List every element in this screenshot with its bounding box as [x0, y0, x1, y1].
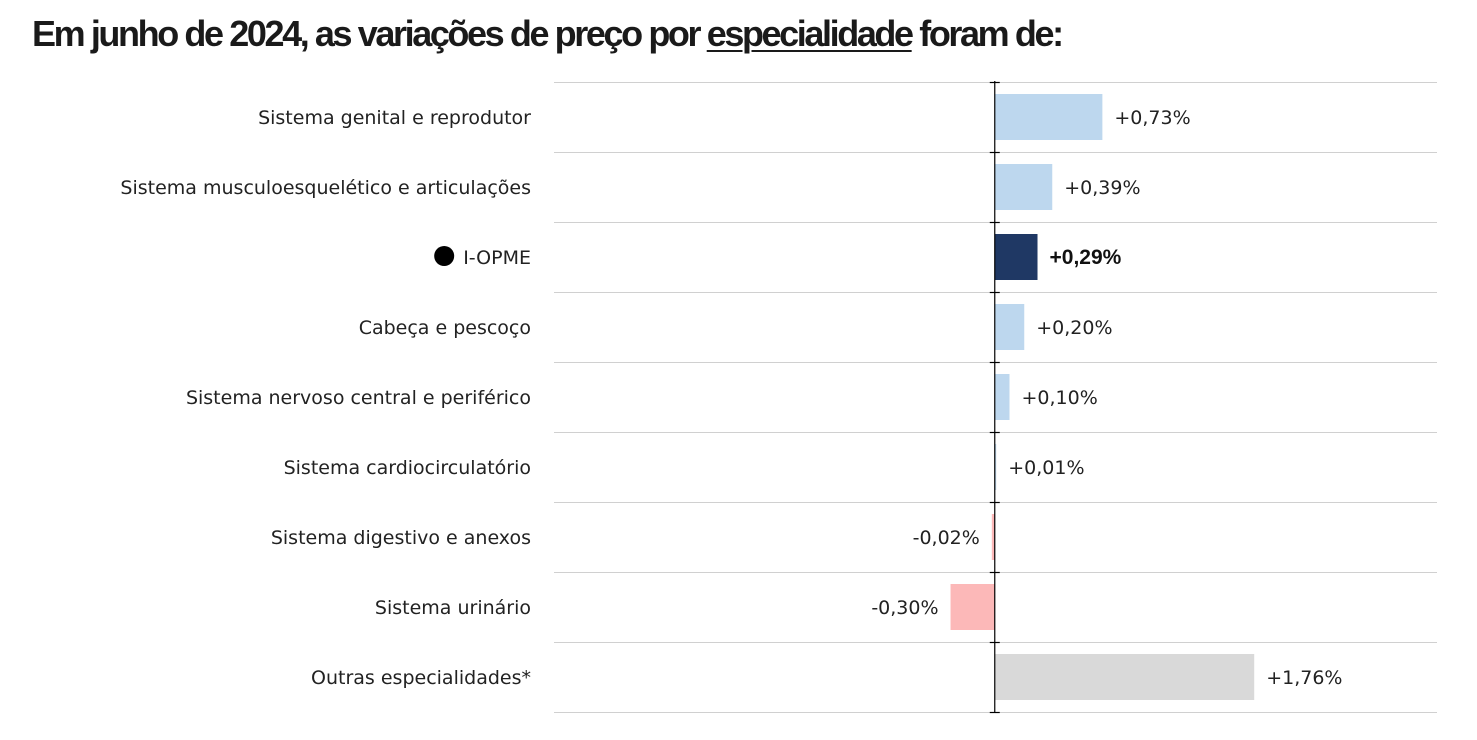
- bar: [991, 514, 995, 560]
- value-label: +0,39%: [1064, 177, 1140, 199]
- value-label: +0,01%: [1008, 457, 1084, 479]
- title-prefix: Em junho de 2024, as variações de preço …: [32, 13, 707, 54]
- chart-title: Em junho de 2024, as variações de preço …: [32, 8, 1064, 60]
- category-label: Cabeça e pescoço: [359, 317, 531, 339]
- value-label: +1,76%: [1266, 667, 1342, 689]
- title-suffix: foram de:: [911, 13, 1064, 54]
- value-label: +0,20%: [1036, 317, 1112, 339]
- category-label: I-OPME: [463, 247, 531, 269]
- category-label: Sistema digestivo e anexos: [271, 527, 531, 549]
- value-label: -0,02%: [913, 527, 980, 549]
- highlight-dot-icon: [434, 246, 455, 266]
- category-label: Sistema nervoso central e periférico: [186, 387, 531, 409]
- category-label: Sistema urinário: [375, 597, 531, 619]
- category-label: Sistema musculoesquelético e articulaçõe…: [120, 177, 531, 199]
- bar: [950, 584, 995, 630]
- bar: [994, 164, 1053, 210]
- bar: [994, 444, 997, 490]
- bar: [994, 304, 1025, 350]
- value-label: +0,73%: [1114, 107, 1190, 129]
- value-label: -0,30%: [871, 597, 938, 619]
- bar: [994, 94, 1103, 140]
- bar: [994, 654, 1255, 700]
- bar: [994, 234, 1038, 280]
- bar: [994, 374, 1010, 420]
- value-label: +0,29%: [1050, 246, 1122, 269]
- category-label: Sistema cardiocirculatório: [284, 457, 531, 479]
- value-label: +0,10%: [1022, 387, 1098, 409]
- category-label: Sistema genital e reprodutor: [258, 107, 531, 129]
- title-highlight: especialidade: [706, 13, 914, 54]
- category-label: Outras especialidades*: [311, 667, 531, 689]
